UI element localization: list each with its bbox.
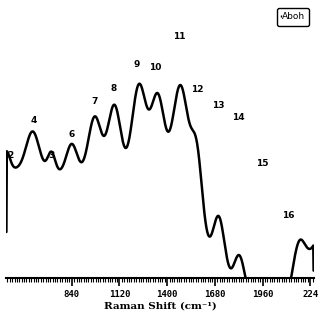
Text: 16: 16 <box>282 211 294 220</box>
Text: 15: 15 <box>256 159 269 168</box>
Text: 8: 8 <box>110 84 116 92</box>
Legend: Aboh: Aboh <box>277 8 309 26</box>
Text: 14: 14 <box>232 113 245 122</box>
X-axis label: Raman Shift (cm⁻¹): Raman Shift (cm⁻¹) <box>104 301 216 310</box>
Text: 10: 10 <box>149 63 161 72</box>
Text: 3: 3 <box>48 151 54 160</box>
Text: 13: 13 <box>212 101 225 110</box>
Text: 4: 4 <box>30 116 37 125</box>
Text: 12: 12 <box>191 85 203 94</box>
Text: 11: 11 <box>173 32 185 41</box>
Text: 2: 2 <box>7 151 14 160</box>
Text: 6: 6 <box>69 130 75 139</box>
Text: 7: 7 <box>92 97 98 106</box>
Text: 9: 9 <box>133 60 140 68</box>
